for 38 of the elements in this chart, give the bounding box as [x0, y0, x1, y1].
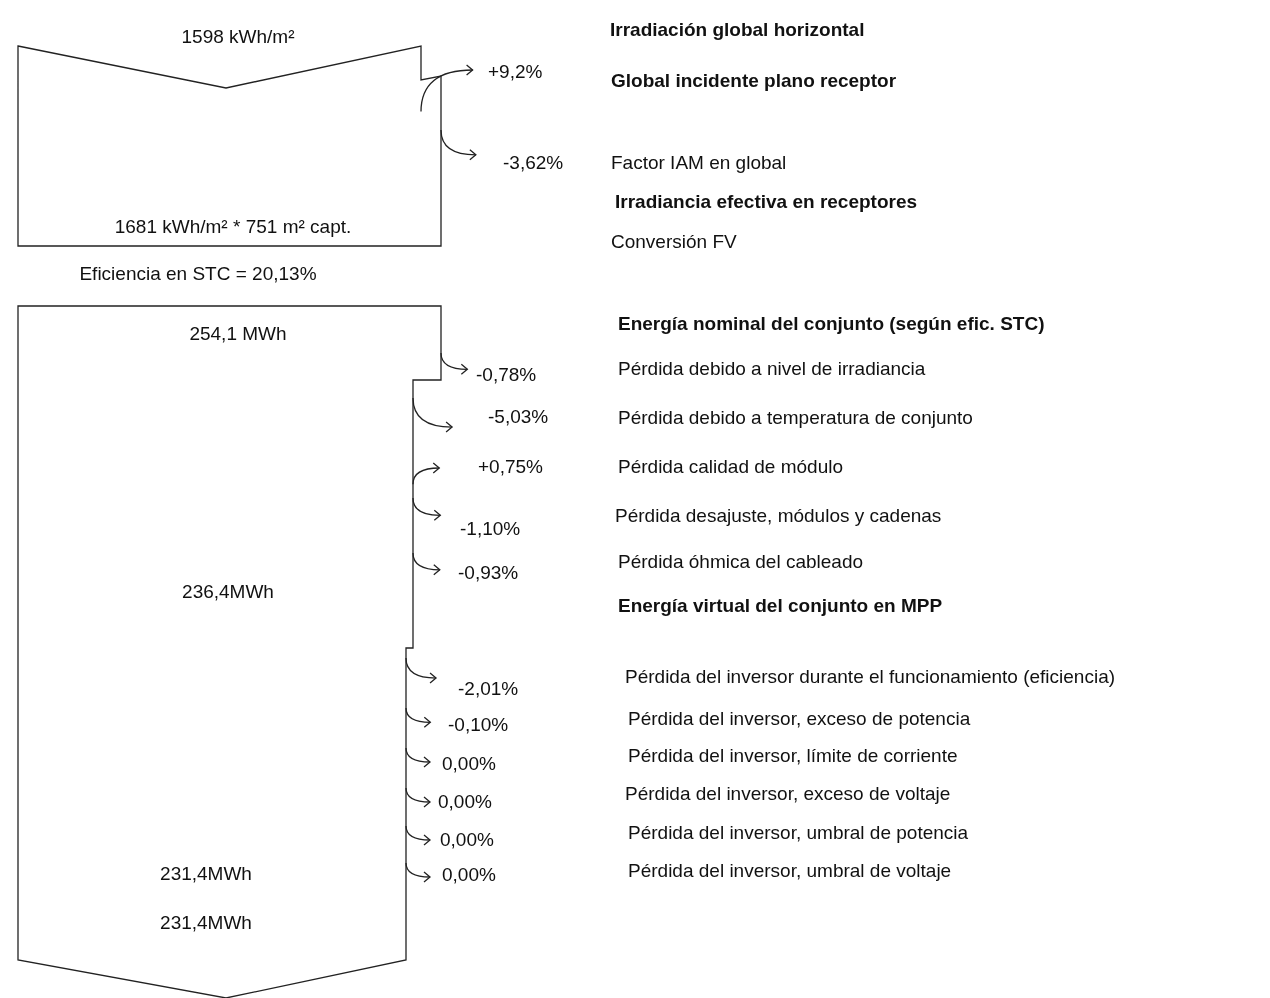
category-label: Pérdida óhmica del cableado — [618, 551, 864, 573]
data-label: +9,2% — [488, 61, 543, 83]
category-label: Factor IAM en global — [611, 152, 787, 174]
category-label: Pérdida debido a temperatura de conjunto — [618, 407, 973, 429]
category-label: Pérdida del inversor durante el funcionamiento (eficiencia) — [625, 666, 1116, 688]
data-label: -5,03% — [488, 406, 549, 428]
category-label: Pérdida del inversor, límite de corriente — [628, 745, 958, 767]
text: Irradiación global horizontal — [610, 19, 865, 41]
text: Conversión FV — [611, 231, 737, 253]
category-label: Pérdida del inversor, exceso de voltaje — [625, 783, 951, 805]
category-label: Pérdida del inversor, umbral de voltaje — [628, 860, 952, 882]
category-label: Global incidente plano receptor — [611, 70, 897, 92]
text: 236,4MWh — [182, 581, 274, 603]
data-label: -0,78% — [476, 364, 537, 386]
data-label: -1,10% — [460, 518, 521, 540]
category-label: Pérdida calidad de módulo — [618, 456, 843, 478]
data-label: -0,10% — [448, 714, 509, 736]
category-label: Pérdida desajuste, módulos y cadenas — [615, 505, 942, 527]
text: 254,1 MWh — [189, 323, 287, 345]
data-label: 0,00% — [440, 829, 494, 851]
data-label: 0,00% — [442, 753, 496, 775]
text: Irradiancia efectiva en receptores — [615, 191, 918, 213]
category-label: Pérdida debido a nivel de irradiancia — [618, 358, 926, 380]
text: 231,4MWh — [160, 912, 252, 934]
text: Energía nominal del conjunto (según efic. STC) — [618, 313, 1045, 335]
text: Energía virtual del conjunto en MPP — [618, 595, 943, 617]
data-label: 0,00% — [438, 791, 492, 813]
data-label: -3,62% — [503, 152, 564, 174]
category-label: Pérdida del inversor, umbral de potencia — [628, 822, 969, 844]
text: 231,4MWh — [160, 863, 252, 885]
category-label: Pérdida del inversor, exceso de potencia — [628, 708, 971, 730]
text: Eficiencia en STC = 20,13% — [79, 263, 317, 285]
data-label: 0,00% — [442, 864, 496, 886]
text: 1598 kWh/m² — [181, 26, 295, 48]
data-label: +0,75% — [478, 456, 544, 478]
data-label: -2,01% — [458, 678, 519, 700]
text: 1681 kWh/m² * 751 m² capt. — [114, 216, 352, 238]
data-label: -0,93% — [458, 562, 519, 584]
